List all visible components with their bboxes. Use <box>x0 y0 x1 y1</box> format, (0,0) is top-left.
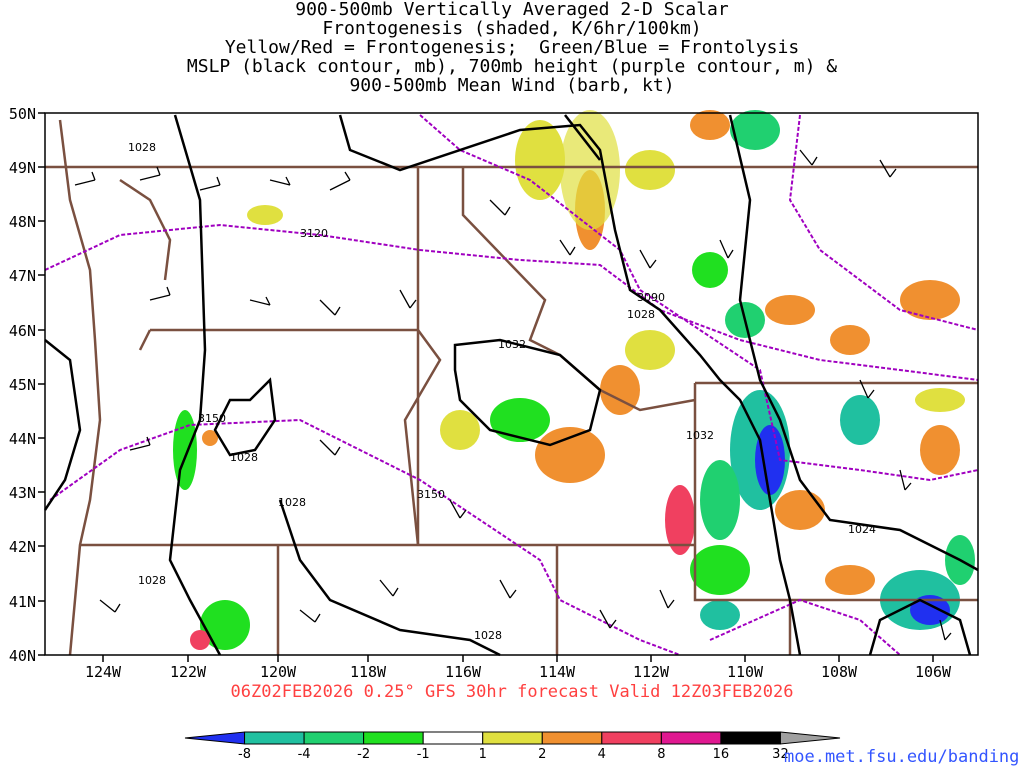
title-line-2: Frontogenesis (shaded, K/6hr/100km) <box>322 18 702 39</box>
colorbar-swatch <box>363 731 424 745</box>
lat-labels: 50N 49N 48N 47N 46N 45N 44N 43N 42N 41N … <box>9 105 36 665</box>
colorbar-label: 1 <box>479 747 487 762</box>
title-line-4: MSLP (black contour, mb), 700mb height (… <box>186 56 838 77</box>
colorbar-swatch <box>541 731 603 745</box>
height-contours <box>44 114 979 656</box>
colorbar-swatch <box>660 731 722 745</box>
lon-label: 108W <box>821 663 858 681</box>
colorbar-swatch <box>303 731 365 745</box>
title-line-5: 900-500mb Mean Wind (barb, kt) <box>349 75 675 96</box>
colorbar-label: -8 <box>238 747 251 762</box>
frontogenesis-shading <box>173 110 975 650</box>
colorbar-swatch <box>779 731 841 745</box>
colorbar-label: 2 <box>538 747 546 762</box>
lon-label: 110W <box>727 663 764 681</box>
height-label: 3150 <box>198 412 226 425</box>
source-url[interactable]: moe.met.fsu.edu/banding <box>784 747 1020 767</box>
mslp-label: 1024 <box>848 523 876 536</box>
colorbar-label: 8 <box>657 747 665 762</box>
lon-label: 124W <box>85 663 122 681</box>
lon-label: 106W <box>915 663 952 681</box>
lon-label: 114W <box>539 663 576 681</box>
lat-label: 41N <box>9 593 36 611</box>
contour-labels: 1028 1028 1028 1028 1028 1032 1032 1024 … <box>128 141 876 642</box>
lon-label: 118W <box>350 663 387 681</box>
colorbar-label: 4 <box>598 747 606 762</box>
mslp-label: 1032 <box>498 338 526 351</box>
lat-label: 50N <box>9 105 36 123</box>
lon-label: 112W <box>633 663 670 681</box>
lat-label: 40N <box>9 647 36 665</box>
title-line-3: Yellow/Red = Frontogenesis; Green/Blue =… <box>224 37 800 58</box>
lat-label: 45N <box>9 376 36 394</box>
lat-ticks <box>38 112 45 656</box>
state-borders <box>45 119 978 656</box>
colorbar-label: -2 <box>357 747 370 762</box>
lat-label: 46N <box>9 322 36 340</box>
colorbar-label: -1 <box>417 747 430 762</box>
mslp-label: 1028 <box>627 308 655 321</box>
colorbar-swatch <box>720 731 781 745</box>
height-label: 3150 <box>417 488 445 501</box>
lon-labels: 124W 122W 120W 118W 116W 114W 112W 110W … <box>85 663 952 681</box>
valid-time-text: 06Z02FEB2026 0.25° GFS 30hr forecast Val… <box>230 682 794 702</box>
title-line-1: 900-500mb Vertically Averaged 2-D Scalar <box>295 0 729 20</box>
mslp-contours <box>43 114 979 657</box>
colorbar: -8 -4 -2 -1 1 2 4 8 16 32 <box>184 731 841 762</box>
mslp-label: 1032 <box>686 429 714 442</box>
lon-ticks <box>102 655 934 662</box>
colorbar-label: 32 <box>772 747 789 762</box>
colorbar-swatch <box>482 731 543 745</box>
lat-label: 42N <box>9 538 36 556</box>
mslp-label: 1028 <box>230 451 258 464</box>
lat-label: 47N <box>9 267 36 285</box>
mslp-label: 1028 <box>128 141 156 154</box>
colorbar-label: -4 <box>298 747 311 762</box>
height-label: 3120 <box>300 227 328 240</box>
lat-label: 44N <box>9 430 36 448</box>
mslp-label: 1028 <box>474 629 502 642</box>
lat-label: 43N <box>9 484 36 502</box>
lon-label: 122W <box>170 663 207 681</box>
colorbar-label: 16 <box>713 747 730 762</box>
mslp-label: 1028 <box>278 496 306 509</box>
colorbar-swatch <box>244 731 305 745</box>
lon-label: 120W <box>260 663 297 681</box>
lon-label: 116W <box>445 663 482 681</box>
colorbar-swatch <box>184 731 246 745</box>
colorbar-swatch <box>422 731 484 745</box>
wind-barbs <box>74 149 952 641</box>
lat-label: 48N <box>9 213 36 231</box>
mslp-label: 1028 <box>138 574 166 587</box>
colorbar-swatch <box>601 731 662 745</box>
lat-label: 49N <box>9 159 36 177</box>
height-label: 3090 <box>637 291 665 304</box>
